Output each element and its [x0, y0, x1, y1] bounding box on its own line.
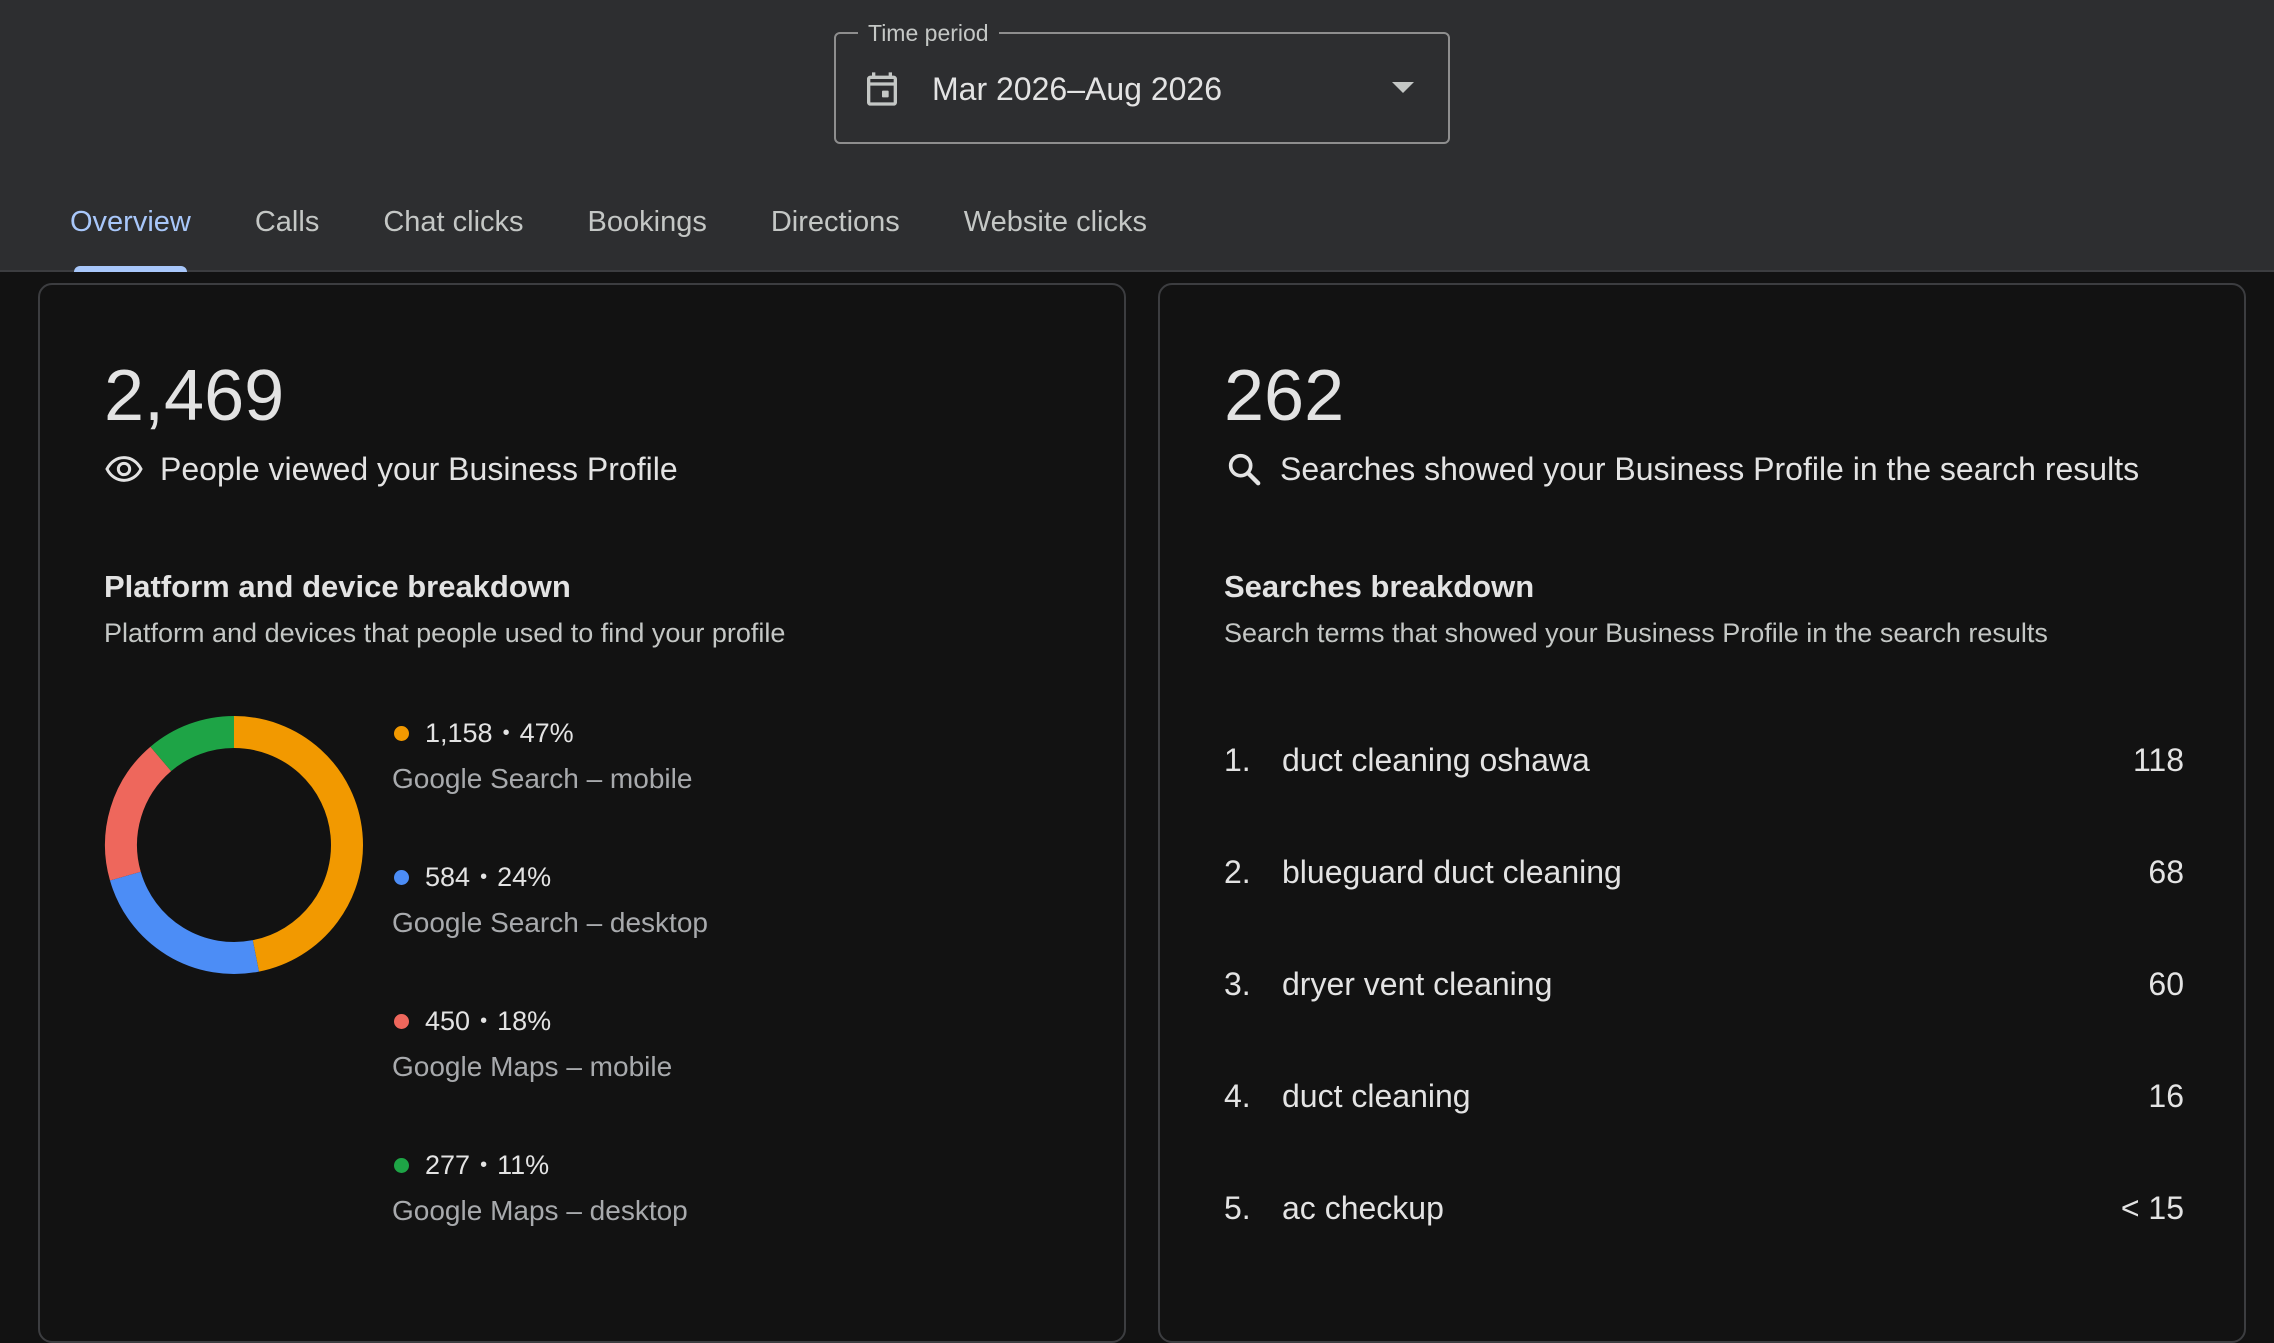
platform-breakdown-title: Platform and device breakdown: [104, 569, 571, 604]
search-icon: [1228, 453, 1261, 486]
tab-overview[interactable]: Overview: [38, 196, 223, 272]
searches-metric: Searches showed your Business Profile in…: [1224, 449, 2139, 489]
legend-value: 450: [425, 1006, 471, 1036]
legend-value: 584: [425, 862, 471, 892]
legend-dot: [394, 1157, 409, 1173]
list-item: 1. duct cleaning oshawa 118: [1224, 730, 2184, 790]
legend-name: Google Maps – desktop: [392, 1195, 688, 1226]
search-term: dryer vent cleaning: [1282, 965, 1553, 1002]
tab-calls[interactable]: Calls: [254, 206, 320, 238]
legend-percent: 18%: [497, 1006, 552, 1036]
time-period-selector[interactable]: Time period Mar 2026–Aug 2026: [834, 18, 1450, 144]
profile-views-card: 2,469 People viewed your Business Profil…: [38, 283, 1126, 1343]
tab-bookings[interactable]: Bookings: [587, 206, 707, 238]
slice-search-desktop: [110, 871, 259, 974]
search-rank: 4.: [1224, 1077, 1251, 1114]
slice-maps-desktop: [150, 716, 235, 772]
legend-percent: 11%: [497, 1150, 550, 1180]
legend-item-maps-desktop: 277 • 11% Google Maps – desktop: [392, 1147, 892, 1229]
legend-percent: 47%: [519, 718, 574, 748]
search-count: 60: [2148, 965, 2184, 1002]
searches-card: 262 Searches showed your Business Profil…: [1158, 283, 2246, 1343]
platform-donut-chart: [105, 716, 363, 974]
chevron-down-icon: [1392, 82, 1414, 93]
legend-percent: 24%: [497, 862, 552, 892]
tab-bar: Overview Calls Chat clicks Bookings Dire…: [38, 196, 1179, 272]
search-count: 68: [2148, 853, 2184, 890]
slice-maps-mobile: [105, 746, 172, 881]
profile-views-label: People viewed your Business Profile: [160, 451, 678, 487]
searches-breakdown-title: Searches breakdown: [1224, 569, 1535, 604]
search-count: < 15: [2120, 1189, 2184, 1226]
platform-breakdown-subtitle: Platform and devices that people used to…: [104, 618, 786, 648]
search-term: ac checkup: [1282, 1189, 1444, 1226]
searches-label: Searches showed your Business Profile in…: [1280, 451, 2140, 487]
time-period-label: Time period: [858, 18, 999, 48]
list-item: 5. ac checkup < 15: [1224, 1178, 2184, 1238]
search-term: duct cleaning oshawa: [1282, 741, 1590, 778]
search-term: blueguard duct cleaning: [1282, 853, 1622, 890]
legend-item-maps-mobile: 450 • 18% Google Maps – mobile: [392, 1003, 892, 1085]
profile-views-metric: People viewed your Business Profile: [104, 449, 678, 489]
legend-dot: [394, 869, 409, 885]
tab-directions[interactable]: Directions: [770, 206, 900, 238]
search-count: 118: [2132, 741, 2184, 778]
list-item: 2. blueguard duct cleaning 68: [1224, 842, 2184, 902]
legend-name: Google Maps – mobile: [392, 1051, 673, 1082]
list-item: 3. dryer vent cleaning 60: [1224, 954, 2184, 1014]
calendar-icon: [867, 72, 897, 106]
search-rank: 1.: [1224, 741, 1251, 778]
legend-value: 277: [425, 1150, 471, 1180]
tab-chat-clicks[interactable]: Chat clicks: [383, 206, 524, 238]
list-item: 4. duct cleaning 16: [1224, 1066, 2184, 1126]
search-rank: 2.: [1224, 853, 1251, 890]
slice-search-mobile: [233, 716, 363, 972]
search-term: duct cleaning: [1282, 1077, 1471, 1114]
legend-name: Google Search – mobile: [392, 763, 693, 794]
search-count: 16: [2148, 1077, 2184, 1114]
eye-icon: [105, 456, 143, 482]
legend-dot: [394, 1013, 409, 1029]
searches-breakdown-subtitle: Search terms that showed your Business P…: [1224, 618, 2048, 648]
top-bar: Time period Mar 2026–Aug 2026 Overview C…: [0, 0, 2274, 272]
searches-total: 262: [1224, 356, 1345, 436]
legend-value: 1,158: [425, 718, 493, 748]
legend-dot: [394, 725, 409, 741]
profile-views-total: 2,469: [104, 356, 285, 436]
tab-website-clicks[interactable]: Website clicks: [963, 206, 1147, 238]
legend-item-search-mobile: 1,158 • 47% Google Search – mobile: [392, 715, 892, 797]
search-rank: 3.: [1224, 965, 1251, 1002]
time-period-value: Mar 2026–Aug 2026: [932, 71, 1222, 107]
legend-name: Google Search – desktop: [392, 907, 708, 938]
legend-item-search-desktop: 584 • 24% Google Search – desktop: [392, 859, 892, 941]
search-rank: 5.: [1224, 1189, 1251, 1226]
